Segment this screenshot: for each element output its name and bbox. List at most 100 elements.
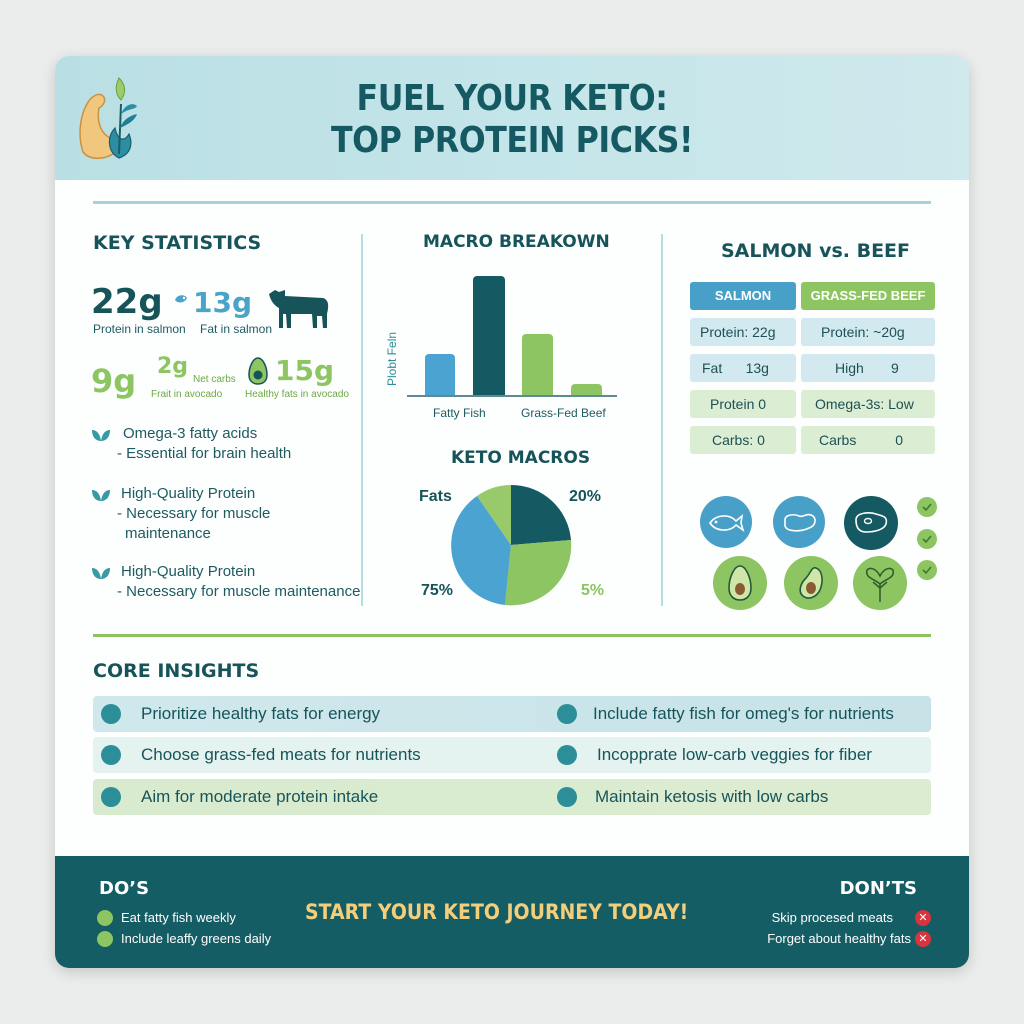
table-cell: Carbs: 0 xyxy=(690,426,796,454)
stat-label-avocado: Frait in avocado xyxy=(151,389,223,400)
comparison-title: SALMON vs. BEEF xyxy=(721,240,911,262)
divider-green xyxy=(93,634,931,637)
infographic-card: FUEL YOUR KETO: TOP PROTEIN PICKS! KEY S… xyxy=(55,56,969,968)
table-cell: Carbs 0 xyxy=(801,426,935,454)
stat-value-9g: 9g xyxy=(91,362,137,400)
table-cell: Protein: 22g xyxy=(690,318,796,346)
insight-item: Include fatty fish for omeg's for nutrie… xyxy=(549,696,929,732)
flexed-arm-with-leaf-icon xyxy=(79,77,137,159)
x-icon: ✕ xyxy=(915,931,931,947)
stat-value-healthy-fats: 15g xyxy=(275,354,335,387)
dont-item: Skip procesed meats xyxy=(771,910,893,925)
bar-chart-x-label-fatty-fish: Fatty Fish xyxy=(433,406,486,420)
keto-macros-title: KETO MACROS xyxy=(451,448,591,468)
bar-grass-fed-beef-2 xyxy=(571,384,602,396)
pie-label-5-percent: 5% xyxy=(581,582,605,599)
insight-text: Maintain ketosis with low carbs xyxy=(595,787,829,806)
table-header-grass-fed-beef: GRASS-FED BEEF xyxy=(801,282,935,310)
column-divider xyxy=(361,234,363,606)
insight-item: Choose grass-fed meats for nutrients xyxy=(93,737,513,773)
insight-item: Maintain ketosis with low carbs xyxy=(549,779,929,815)
insight-row xyxy=(93,779,931,815)
macro-breakdown-title: MACRO BREAKOWN xyxy=(423,232,610,252)
pie-label-75-percent: 75% xyxy=(421,582,454,599)
title-line-1: FUEL YOUR KETO: xyxy=(356,78,668,119)
donts-title: DON’TS xyxy=(839,878,917,899)
grass-fed-meat-icon xyxy=(101,745,121,765)
keto-macros-pie xyxy=(451,484,572,606)
table-cell: High 9 xyxy=(801,354,935,382)
bar-fatty-fish-2 xyxy=(473,276,505,396)
avocado-icon xyxy=(784,556,838,610)
benefit-title: High-Quality Protein xyxy=(121,563,256,580)
pie-label-20-percent: 20% xyxy=(569,488,602,505)
stat-value-protein-salmon: 22g xyxy=(91,282,163,322)
veggie-icon xyxy=(557,745,577,765)
key-statistics-title: KEY STATISTICS xyxy=(93,232,262,254)
insight-text: Aim for moderate protein intake xyxy=(141,787,379,806)
table-cell: Omega-3s: Low xyxy=(801,390,935,418)
fish-icon xyxy=(700,496,752,548)
insight-item: Aim for moderate protein intake xyxy=(93,779,513,815)
check-icon xyxy=(917,529,937,549)
cow-icon xyxy=(269,290,329,328)
insight-item: Incopprate low-carb veggies for fiber xyxy=(549,737,929,773)
check-icon xyxy=(917,560,937,580)
bar-grass-fed-beef-1 xyxy=(522,334,553,396)
x-icon: ✕ xyxy=(915,910,931,926)
leafy-green-icon xyxy=(853,556,907,610)
fish-icon xyxy=(175,295,187,303)
core-insights-title: CORE INSIGHTS xyxy=(93,660,260,682)
benefit-title: Omega-3 fatty acids xyxy=(123,425,258,442)
stat-label-healthy-fats: Healthy fats in avocado xyxy=(245,389,349,400)
stat-value-fat-salmon: 13g xyxy=(193,286,253,319)
table-cell: Fat 13g xyxy=(690,354,796,382)
check-icon xyxy=(97,910,113,926)
leaf-icon xyxy=(92,430,110,441)
do-item: Include leaffy greens daily xyxy=(121,931,272,946)
dont-item: Forget about healthy fats xyxy=(767,931,911,946)
pie-label-fats: Fats xyxy=(419,488,452,505)
divider-top xyxy=(93,201,931,204)
avocado-icon xyxy=(248,357,268,385)
atom-icon xyxy=(557,787,577,807)
insight-row xyxy=(93,696,931,732)
leaf-icon xyxy=(101,787,121,807)
bar-chart-x-label-grass-fed-beef: Grass-Fed Beef xyxy=(521,406,606,420)
insight-text: Choose grass-fed meats for nutrients xyxy=(141,745,421,764)
page-title: FUEL YOUR KETO: TOP PROTEIN PICKS! xyxy=(110,78,914,162)
stat-label-protein-salmon: Protein in salmon xyxy=(93,322,186,336)
benefit-description: - Essential for brain health xyxy=(117,445,292,462)
stat-label-fat-salmon: Fat in salmon xyxy=(200,322,273,336)
insight-text: Include fatty fish for omeg's for nutrie… xyxy=(593,704,894,723)
table-cell: Protein: ~20g xyxy=(801,318,935,346)
avocado-icon xyxy=(713,556,767,610)
stat-sublabel-net-carbs: Net carbs xyxy=(193,374,236,385)
steak-icon xyxy=(844,496,898,550)
footer-banner: DO’S Eat fatty fish weekly Include leaff… xyxy=(55,856,969,968)
benefit-description: - Necessary for muscle xyxy=(117,505,271,522)
bar-fatty-fish-1 xyxy=(425,354,455,396)
leaf-icon xyxy=(92,490,110,501)
benefit-description-cont: maintenance xyxy=(125,525,211,542)
leaf-icon xyxy=(92,568,110,579)
insight-item: Prioritize healthy fats for energy xyxy=(93,696,513,732)
insight-row xyxy=(93,737,931,773)
bar-chart-y-label: Plobt Feln xyxy=(385,331,399,386)
do-item: Eat fatty fish weekly xyxy=(121,910,236,925)
insight-text: Prioritize healthy fats for energy xyxy=(141,704,381,723)
benefit-description: - Necessary for muscle maintenance xyxy=(117,583,361,600)
table-cell: Protein 0 xyxy=(690,390,796,418)
steak-icon xyxy=(773,496,825,548)
table-header-salmon: SALMON xyxy=(690,282,796,310)
bar-chart-x-axis xyxy=(407,395,617,397)
dos-title: DO’S xyxy=(99,878,150,899)
check-icon xyxy=(917,497,937,517)
fish-icon xyxy=(101,704,121,724)
header-banner: FUEL YOUR KETO: TOP PROTEIN PICKS! xyxy=(55,56,969,180)
insight-text: Incopprate low-carb veggies for fiber xyxy=(597,745,872,764)
benefit-title: High-Quality Protein xyxy=(121,485,256,502)
stat-value-net-carbs: 2g xyxy=(157,354,189,379)
cta-text: START YOUR KETO JOURNEY TODAY! xyxy=(305,900,689,924)
fish-icon xyxy=(557,704,577,724)
